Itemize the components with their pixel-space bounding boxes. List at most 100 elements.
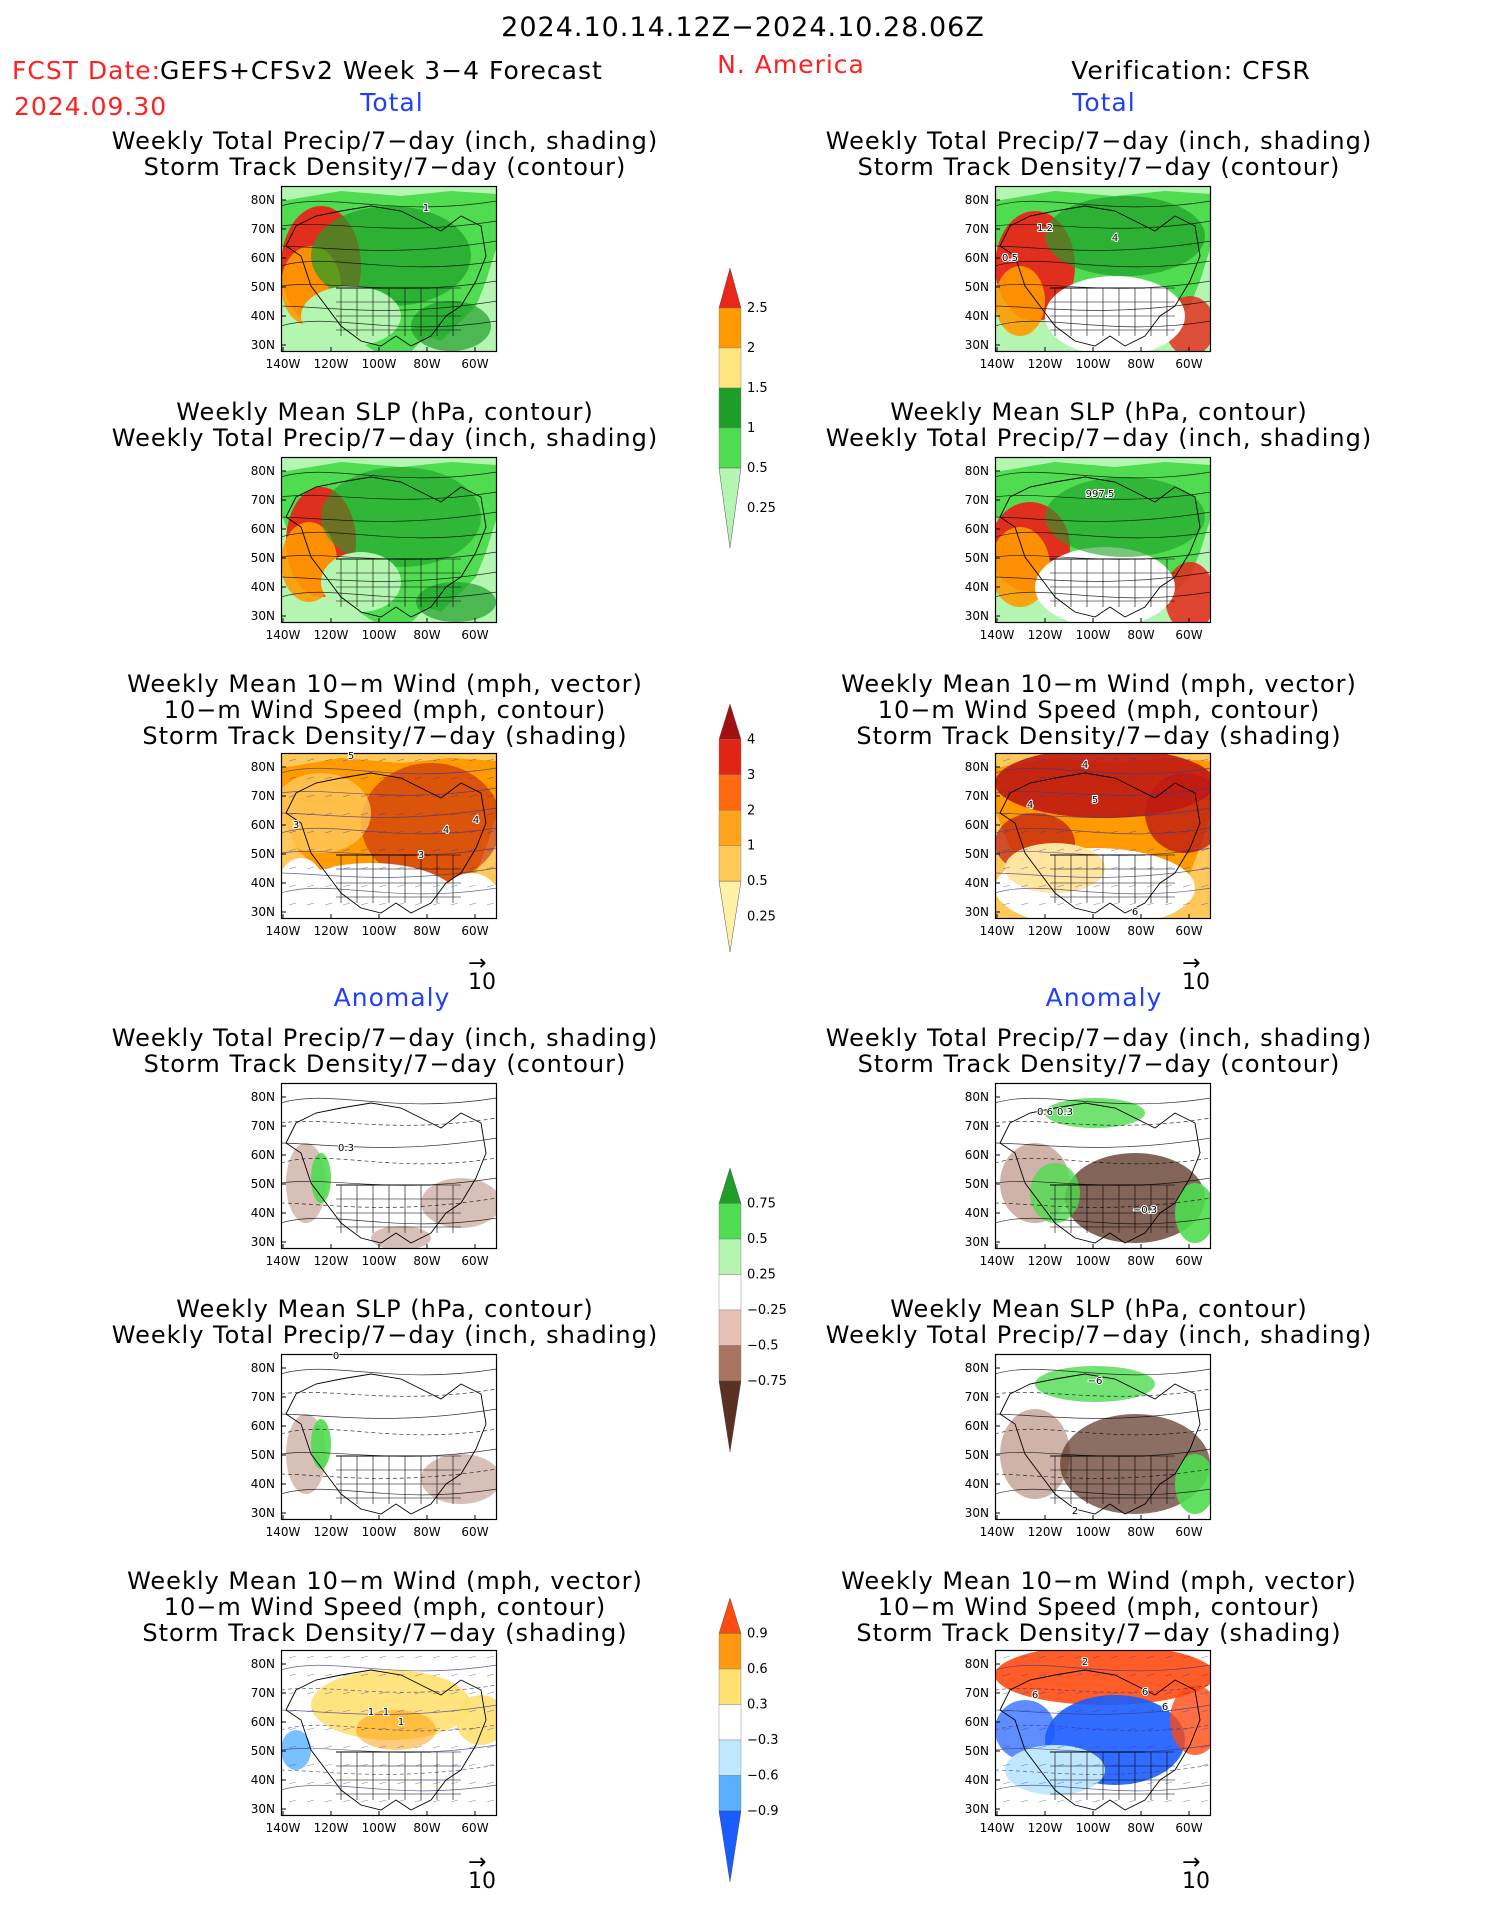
lon-tick-label: 140W bbox=[980, 1821, 1015, 1835]
contour-value-label: 5 bbox=[1092, 795, 1098, 806]
lon-tick-label: 120W bbox=[314, 628, 349, 642]
title-fc-total-precip-1: Weekly Total Precip/7−day (inch, shading… bbox=[111, 127, 659, 155]
colorbar-segment bbox=[718, 1203, 742, 1240]
colorbar-tick-label: 0.3 bbox=[747, 1698, 768, 1713]
lat-tick-label: 60N bbox=[965, 818, 989, 832]
lat-tick-label: 80N bbox=[965, 760, 989, 774]
lon-tick-label: 60W bbox=[461, 357, 488, 371]
lon-tick-label: 80W bbox=[413, 1525, 440, 1539]
date-range-title: 2024.10.14.12Z−2024.10.28.06Z bbox=[501, 12, 985, 43]
vector-ref-label: 10 bbox=[468, 1869, 496, 1894]
contour-line bbox=[995, 1177, 1211, 1186]
lat-tick-label: 50N bbox=[965, 1448, 989, 1462]
vector-arrow-icon: → bbox=[468, 1850, 487, 1875]
lat-tick-label: 60N bbox=[965, 1148, 989, 1162]
contour-line bbox=[281, 240, 497, 251]
lat-tick-label: 40N bbox=[251, 1206, 275, 1220]
shading-blob bbox=[441, 873, 497, 919]
contour-value-label: 0 bbox=[333, 1351, 339, 1362]
colorbar-top-cap bbox=[718, 1597, 742, 1634]
state-borders bbox=[336, 1751, 461, 1800]
wind-vectors bbox=[288, 758, 495, 906]
contour-value-label: 1 bbox=[398, 1717, 404, 1728]
contour-line bbox=[995, 1704, 1211, 1715]
lat-tick-label: 50N bbox=[251, 280, 275, 294]
lon-tick-label: 120W bbox=[1028, 357, 1063, 371]
colorbar-tick-label: 0.5 bbox=[747, 1232, 768, 1247]
shading-blob bbox=[1165, 562, 1211, 623]
contour-value-label: 0.3 bbox=[338, 1143, 354, 1154]
lat-tick-label: 80N bbox=[965, 1361, 989, 1375]
lat-tick-label: 30N bbox=[251, 1235, 275, 1249]
contour-line bbox=[281, 1448, 497, 1457]
lat-tick-label: 30N bbox=[965, 1235, 989, 1249]
contour-value-label: 4 bbox=[1082, 760, 1088, 771]
lon-tick-label: 80W bbox=[413, 357, 440, 371]
lon-tick-label: 100W bbox=[1076, 1525, 1111, 1539]
contour-line bbox=[281, 1428, 497, 1436]
colorbar-segment bbox=[718, 1704, 742, 1741]
colorbar-tick-label: 0.9 bbox=[747, 1627, 768, 1642]
coastline bbox=[999, 1373, 1201, 1515]
title-fc-anom-wind-3: Storm Track Density/7−day (shading) bbox=[142, 1619, 628, 1647]
lon-tick-label: 60W bbox=[1175, 628, 1202, 642]
colorbar-segment bbox=[718, 1668, 742, 1705]
map-obs-anom-wind: 80N 70N 60N 50N 40N 30N 140W 120W 100W 80W 60W 2 6 6 6 bbox=[965, 1649, 1212, 1835]
contour-line bbox=[281, 280, 497, 289]
lon-tick-label: 100W bbox=[362, 1254, 397, 1268]
shading-blob bbox=[361, 763, 497, 883]
fcst-model-label: GEFS+CFSv2 Week 3−4 Forecast bbox=[160, 56, 603, 85]
lon-tick-label: 120W bbox=[1028, 1821, 1063, 1835]
lon-tick-label: 120W bbox=[1028, 1254, 1063, 1268]
state-borders bbox=[1050, 558, 1175, 607]
title-fc-total-wind-2: 10−m Wind Speed (mph, contour) bbox=[163, 696, 607, 724]
shading-blob bbox=[416, 582, 496, 622]
contour-value-label: 1 bbox=[368, 1707, 374, 1718]
colorbar-tick-label: −0.75 bbox=[747, 1374, 787, 1389]
lat-tick-label: 30N bbox=[965, 905, 989, 919]
lon-tick-label: 80W bbox=[413, 924, 440, 938]
contour-line bbox=[995, 1684, 1211, 1693]
colorbar-segment bbox=[718, 347, 742, 389]
contour-line bbox=[995, 1368, 1211, 1376]
contour-value-label: −6 bbox=[1088, 1376, 1103, 1387]
lat-tick-label: 30N bbox=[251, 338, 275, 352]
lat-tick-label: 30N bbox=[965, 1506, 989, 1520]
coastline bbox=[999, 1102, 1201, 1244]
lat-tick-label: 30N bbox=[251, 609, 275, 623]
map-obs-total-wind: 80N 70N 60N 50N 40N 30N 140W 120W 100W 80W 60W 4 4 5 6 bbox=[965, 752, 1212, 938]
contour-value-label: 2 bbox=[1082, 1657, 1088, 1668]
title-fc-anom-wind-2: 10−m Wind Speed (mph, contour) bbox=[163, 1593, 607, 1621]
contour-line bbox=[281, 320, 497, 328]
contour-line bbox=[281, 1704, 497, 1715]
lat-tick-label: 80N bbox=[251, 193, 275, 207]
lon-tick-label: 120W bbox=[314, 1821, 349, 1835]
lat-tick-label: 60N bbox=[965, 1715, 989, 1729]
lat-tick-label: 80N bbox=[251, 1090, 275, 1104]
vector-ref-fc-anom: → 10 bbox=[468, 1850, 496, 1895]
colorbar-tick-label: 0.25 bbox=[747, 910, 776, 925]
lat-tick-label: 70N bbox=[251, 1390, 275, 1404]
lon-tick-label: 140W bbox=[266, 1254, 301, 1268]
colorbar-segment bbox=[718, 1238, 742, 1275]
contour-line bbox=[281, 1197, 497, 1208]
lat-tick-label: 60N bbox=[251, 1148, 275, 1162]
lat-tick-label: 50N bbox=[965, 551, 989, 565]
contour-line bbox=[995, 1197, 1211, 1208]
lat-tick-label: 80N bbox=[251, 760, 275, 774]
contour-line bbox=[281, 1764, 497, 1775]
contour-line bbox=[995, 1157, 1211, 1165]
title-obs-total-wind-1: Weekly Mean 10−m Wind (mph, vector) bbox=[841, 670, 1357, 698]
lat-tick-label: 40N bbox=[251, 876, 275, 890]
lon-tick-label: 60W bbox=[461, 628, 488, 642]
map-frame bbox=[280, 1649, 498, 1817]
lat-tick-label: 60N bbox=[965, 1419, 989, 1433]
coastline bbox=[999, 772, 1201, 914]
contour-value-label: 5 bbox=[348, 751, 354, 762]
lat-tick-label: 70N bbox=[251, 493, 275, 507]
map-fc-anom-slp: 80N 70N 60N 50N 40N 30N 140W 120W 100W 80W 60W 0 bbox=[251, 1350, 498, 1539]
vector-arrow-icon: → bbox=[1182, 951, 1201, 976]
title-obs-total-slp-2: Weekly Total Precip/7−day (inch, shading… bbox=[825, 424, 1373, 452]
contour-line bbox=[281, 1408, 497, 1419]
lon-tick-label: 60W bbox=[1175, 1254, 1202, 1268]
